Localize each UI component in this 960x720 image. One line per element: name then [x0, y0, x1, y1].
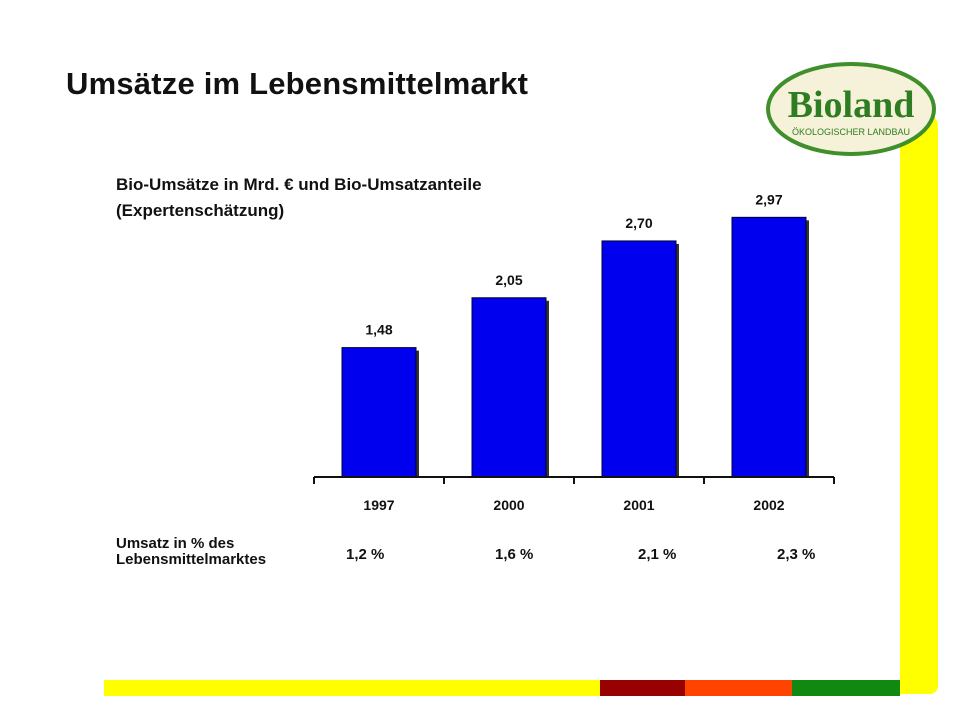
- category-label-1997: 1997: [363, 497, 394, 513]
- chart-subtitle-line-1: Bio-Umsätze in Mrd. € und Bio-Umsatzante…: [116, 175, 482, 194]
- ticks-group: [313, 477, 835, 484]
- market-share-value-2002: 2,3 %: [777, 546, 816, 563]
- value-label-2002: 2,97: [755, 191, 782, 207]
- bioland-logo-graphic: Bioland ÖKOLOGISCHER LANDBAU: [766, 62, 936, 156]
- bar-2001: [601, 240, 677, 478]
- market-share-label: Umsatz in % des Lebensmittelmarktes: [116, 536, 266, 568]
- category-label-2002: 2002: [753, 497, 784, 513]
- market-share-label-line-2: Lebensmittelmarktes: [116, 551, 267, 568]
- category-labels-group: 1997 2000 2001 2002: [363, 497, 784, 513]
- decorative-right-bar: [900, 112, 938, 694]
- market-share-value-1997: 1,2 %: [346, 546, 385, 563]
- logo-tagline: ÖKOLOGISCHER LANDBAU: [792, 127, 910, 137]
- market-share-value-2000: 1,6 %: [495, 546, 534, 563]
- value-label-1997: 1,48: [365, 322, 392, 338]
- value-label-2001: 2,70: [625, 215, 652, 231]
- bar-2000: [471, 297, 547, 478]
- bar-1997: [341, 347, 417, 478]
- bottom-stripe-green: [792, 680, 900, 696]
- value-label-2000: 2,05: [495, 272, 522, 288]
- bottom-stripe-darkred: [600, 680, 685, 696]
- bioland-logo: Bioland ÖKOLOGISCHER LANDBAU: [765, 62, 937, 167]
- bars-group: [341, 216, 809, 478]
- logo-ring: [766, 62, 936, 156]
- bottom-stripe-yellow: [104, 680, 600, 696]
- category-label-2001: 2001: [623, 497, 654, 513]
- value-labels-group: 1,48 2,05 2,70 2,97: [365, 191, 782, 337]
- category-label-2000: 2000: [493, 497, 524, 513]
- chart-subtitle-line-2: (Expertenschätzung): [116, 201, 285, 220]
- market-share-value-2001: 2,1 %: [638, 546, 677, 563]
- decorative-bottom-bar: [104, 680, 900, 696]
- logo-name: Bioland: [788, 84, 915, 126]
- market-share-label-line-1: Umsatz in % des: [116, 535, 235, 552]
- bar-2002: [731, 216, 807, 478]
- chart-subtitle: Bio-Umsätze in Mrd. € und Bio-Umsatzante…: [116, 172, 482, 224]
- slide-title: Umsätze im Lebensmittelmarkt: [66, 66, 529, 101]
- bottom-stripe-orange: [685, 680, 792, 696]
